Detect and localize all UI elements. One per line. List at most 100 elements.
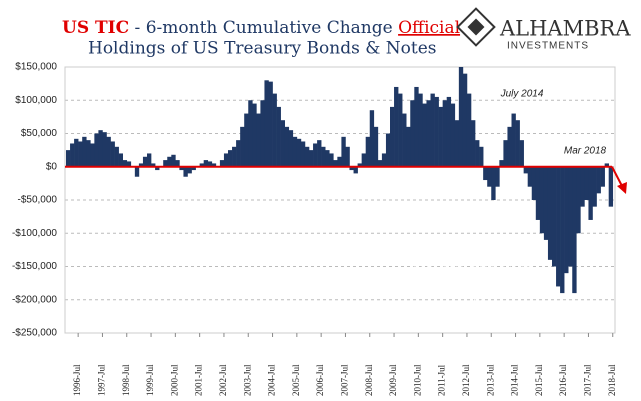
bar: [466, 93, 472, 167]
bar: [503, 140, 508, 167]
bar: [309, 150, 314, 167]
bar: [377, 160, 383, 167]
bar: [102, 132, 107, 167]
logo-text: INVESTMENTS: [507, 41, 589, 52]
bar: [357, 163, 362, 167]
bar: [543, 166, 549, 240]
x-tick-label: 2000-Jul: [169, 364, 179, 396]
bar: [223, 153, 229, 167]
bar: [183, 166, 188, 177]
bar: [82, 136, 87, 167]
bar: [341, 136, 346, 167]
y-tick-label: $150,000: [15, 62, 57, 73]
y-tick-label: $50,000: [21, 128, 58, 139]
bar: [292, 136, 298, 167]
bar: [450, 103, 456, 167]
y-tick-label: -$50,000: [18, 195, 58, 206]
bar: [187, 166, 192, 174]
bar: [523, 166, 528, 174]
logo-text: ALHAMBRA: [499, 17, 631, 41]
bar: [90, 143, 95, 167]
bar: [345, 146, 350, 167]
bar: [515, 120, 520, 167]
bar: [394, 86, 399, 167]
y-tick-label: -$200,000: [12, 294, 57, 305]
bar: [458, 67, 464, 167]
bar: [321, 146, 326, 167]
x-tick-label: 2005-Jul: [291, 364, 301, 396]
bar: [483, 166, 488, 181]
bar: [276, 106, 281, 167]
bar: [203, 160, 209, 167]
title-part: - 6-month Cumulative Change: [129, 18, 398, 38]
bar: [272, 93, 277, 167]
bar: [588, 166, 593, 220]
bar: [329, 153, 334, 167]
chart-title: US TIC - 6-month Cumulative Change Offic…: [62, 18, 460, 38]
bar: [487, 166, 492, 187]
bar: [114, 146, 119, 167]
annotation: Mar 2018: [564, 146, 607, 157]
bar: [552, 166, 557, 267]
bar: [369, 110, 375, 167]
x-tick-label: 2014-Jul: [510, 364, 520, 396]
bar: [446, 96, 452, 167]
bar: [414, 86, 419, 167]
bar: [390, 106, 395, 167]
bar: [264, 80, 269, 167]
bar: [122, 160, 128, 167]
bar: [406, 126, 411, 167]
x-tick-label: 1997-Jul: [97, 364, 107, 396]
logo: ALHAMBRA INVESTMENTS: [456, 7, 631, 52]
bar: [519, 140, 524, 167]
bar: [300, 141, 306, 167]
bar: [353, 166, 358, 174]
annotation: 'dollar' troubles aren't: [409, 261, 533, 276]
bar: [410, 100, 415, 167]
bar: [167, 156, 172, 167]
bar: [171, 154, 176, 167]
bar: [535, 166, 541, 220]
bar: [511, 113, 516, 167]
x-tick-label: 1998-Jul: [121, 364, 131, 396]
y-tick-label: $0: [46, 161, 58, 172]
bar: [475, 140, 480, 167]
bar: [560, 166, 565, 294]
chart-title: Holdings of US Treasury Bonds & Notes: [88, 39, 437, 59]
bar: [228, 150, 233, 167]
x-tick-label: 2017-Jul: [583, 364, 593, 396]
bar: [527, 166, 533, 187]
bar: [422, 103, 427, 167]
x-tick-label: 2018-Jul: [607, 364, 617, 396]
bar: [430, 93, 435, 167]
y-tick-label: -$250,000: [12, 328, 57, 339]
arrow-head: [617, 182, 627, 194]
annotation: trouble: [450, 295, 490, 310]
bar: [479, 146, 484, 167]
arrow: [611, 166, 623, 187]
x-tick-label: 1996-Jul: [72, 364, 82, 396]
bar: [232, 146, 237, 167]
bar: [296, 138, 302, 167]
bar: [434, 96, 439, 167]
bar: [134, 166, 140, 177]
bar: [211, 163, 217, 167]
bar: [385, 133, 391, 167]
bar: [491, 166, 496, 200]
x-tick-label: 2007-Jul: [340, 364, 350, 396]
x-tick-label: 2009-Jul: [388, 364, 398, 396]
bar: [248, 100, 253, 167]
title-part: US TIC: [62, 18, 129, 38]
bar: [580, 166, 585, 207]
bar: [564, 166, 569, 274]
bar: [381, 153, 387, 167]
bar: [572, 166, 577, 294]
bar: [608, 166, 614, 207]
bar: [547, 166, 553, 260]
bar: [361, 153, 366, 167]
bar: [556, 166, 561, 287]
bar: [138, 163, 144, 167]
bar: [454, 120, 460, 167]
bar: [98, 130, 103, 167]
